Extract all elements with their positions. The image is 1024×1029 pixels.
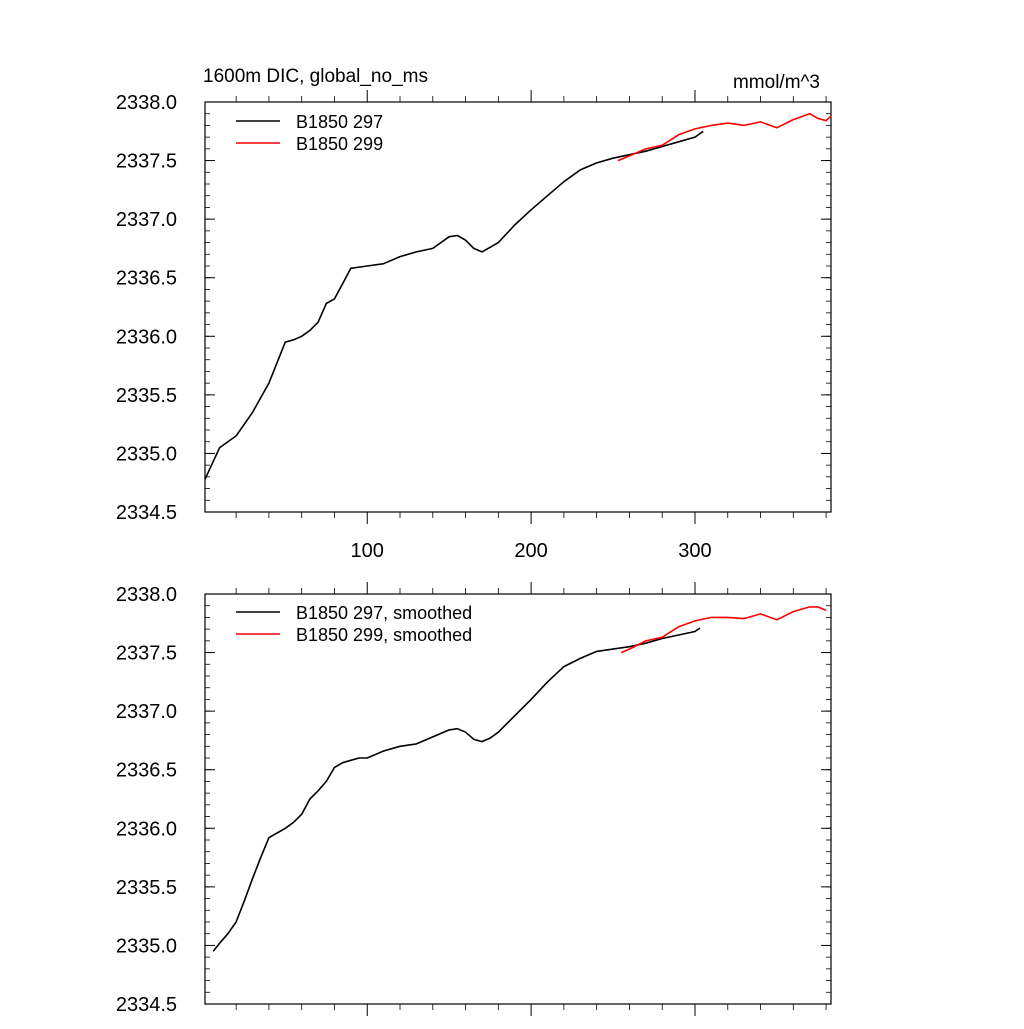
bottom-panel: 2334.5 2335.0 2335.5 2336.0 2336.5 2337.0 2337…: [116, 582, 832, 1016]
bottom-ytick-label: 2335.0: [116, 935, 177, 957]
bottom-series-line-299: [620, 606, 827, 654]
top-ytick-label: 2338.0: [116, 92, 177, 114]
top-plot-frame: [204, 101, 832, 513]
top-legend: B1850 297 B1850 299: [236, 112, 383, 154]
bottom-series-line-297: [212, 627, 701, 952]
top-xtick-label: 200: [514, 540, 547, 562]
bottom-plot-frame: [204, 593, 832, 1005]
bottom-ytick-label: 2337.0: [116, 701, 177, 723]
top-legend-label-299: B1850 299: [296, 134, 383, 154]
top-xtick-label: 300: [678, 540, 711, 562]
top-ytick-label: 2337.5: [116, 151, 177, 173]
bottom-axis-ticks: 2334.5 2335.0 2335.5 2336.0 2336.5 2337.0 2337…: [116, 582, 831, 1016]
bottom-ytick-label: 2334.5: [116, 994, 177, 1016]
top-axis-ticks: 2334.5 2335.0 2335.5 2336.0 2336.5 2337.0 2337…: [116, 90, 831, 562]
top-ytick-label: 2337.0: [116, 209, 177, 231]
bottom-ytick-label: 2336.5: [116, 760, 177, 782]
top-ytick-label: 2334.5: [116, 502, 177, 524]
top-ytick-label: 2336.0: [116, 326, 177, 348]
bottom-legend: B1850 297, smoothed B1850 299, smoothed: [236, 603, 472, 645]
bottom-legend-label-297: B1850 297, smoothed: [296, 603, 472, 623]
top-legend-label-297: B1850 297: [296, 112, 383, 132]
top-panel: 1600m DIC, global_no_ms mmol/m^3 2334.52…: [116, 66, 832, 562]
top-chart-title: 1600m DIC, global_no_ms: [203, 66, 428, 87]
bottom-series-group: [212, 606, 827, 952]
bottom-ytick-label: 2338.0: [116, 584, 177, 606]
top-ytick-label: 2335.0: [116, 443, 177, 465]
bottom-ytick-label: 2337.5: [116, 643, 177, 665]
bottom-ytick-label: 2335.5: [116, 877, 177, 899]
top-series-group: [204, 112, 832, 480]
top-units-label: mmol/m^3: [733, 72, 820, 93]
bottom-ytick-label: 2336.0: [116, 818, 177, 840]
top-ytick-label: 2336.5: [116, 268, 177, 290]
top-series-line-297: [204, 130, 704, 480]
bottom-legend-label-299: B1850 299, smoothed: [296, 625, 472, 645]
top-series-line-299: [617, 112, 832, 162]
top-ytick-label: 2335.5: [116, 385, 177, 407]
top-xtick-label: 100: [351, 540, 384, 562]
